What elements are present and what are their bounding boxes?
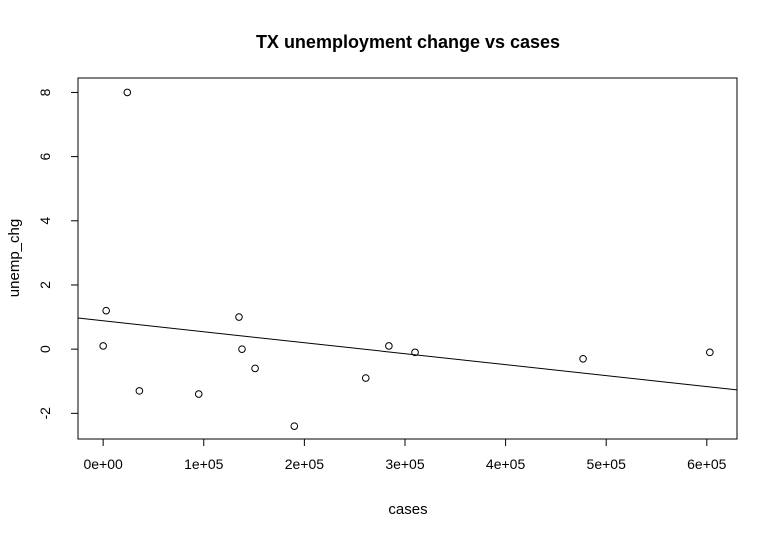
- y-tick-label: 0: [37, 345, 53, 353]
- data-point: [579, 354, 587, 363]
- data-point: [235, 313, 243, 321]
- data-point: [102, 306, 110, 315]
- x-tick-label: 0e+00: [83, 456, 123, 472]
- y-tick-label: 2: [37, 281, 53, 289]
- y-tick-label: -2: [37, 407, 53, 420]
- y-tick-label: 8: [37, 88, 53, 96]
- data-point: [99, 342, 107, 350]
- y-tick-label: 4: [37, 217, 53, 225]
- regression-line: [77, 317, 738, 391]
- x-tick-label: 4e+05: [486, 456, 526, 472]
- chart-title: TX unemployment change vs cases: [256, 32, 560, 52]
- data-point: [135, 387, 144, 395]
- data-point: [385, 342, 393, 350]
- data-point: [238, 345, 246, 353]
- data-points: [99, 88, 714, 430]
- x-tick-label: 3e+05: [385, 456, 425, 472]
- x-tick-label: 1e+05: [184, 456, 224, 472]
- data-point: [706, 348, 714, 357]
- x-tick-label: 6e+05: [687, 456, 727, 472]
- x-axis: 0e+00 1e+05 2e+05 3e+05 4e+05 5e+05 6e+05: [83, 438, 727, 472]
- data-point: [290, 422, 299, 430]
- data-point: [194, 390, 203, 398]
- data-point: [411, 348, 419, 357]
- plot-frame: [77, 77, 738, 440]
- y-axis: -2 0 2 4 6 8: [37, 88, 79, 420]
- data-point: [251, 364, 259, 373]
- y-tick-label: 6: [37, 153, 53, 161]
- x-tick-label: 5e+05: [587, 456, 627, 472]
- data-point: [123, 88, 132, 97]
- data-point: [361, 374, 370, 382]
- y-axis-label: unemp_chg: [6, 219, 23, 297]
- x-axis-label: cases: [388, 501, 427, 518]
- x-tick-label: 2e+05: [285, 456, 325, 472]
